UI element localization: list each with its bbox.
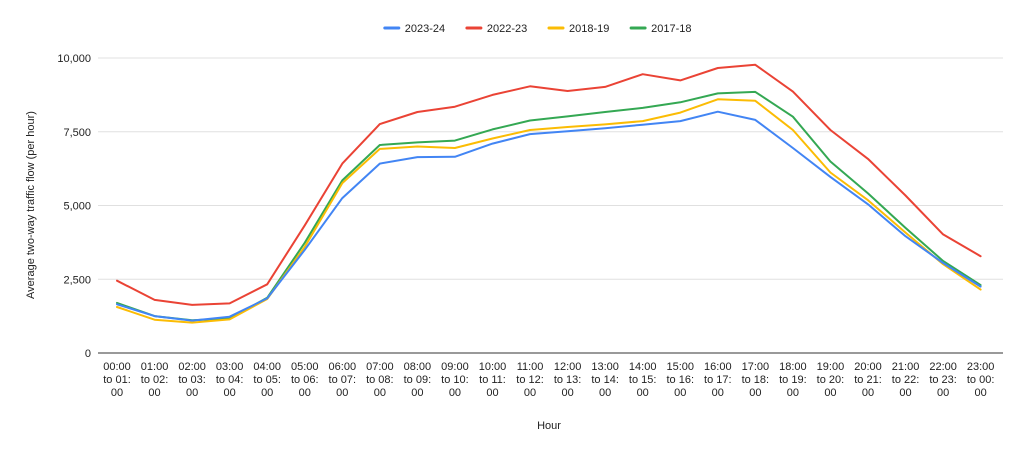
y-axis-title: Average two-way traffic flow (per hour) [25, 111, 37, 299]
x-tick-label: 17:00 to 18: 00 [742, 361, 770, 399]
series-line-2023-24 [116, 110, 982, 322]
x-tick-label: 08:00 to 09: 00 [404, 361, 432, 399]
x-tick-label: 20:00 to 21: 00 [854, 361, 882, 399]
y-tick-label: 0 [85, 348, 91, 360]
legend: 2023-24 2022-23 2018-19 2017-18 [383, 23, 691, 35]
x-tick-label: 02:00 to 03: 00 [178, 361, 206, 399]
y-tick-label: 10,000 [57, 53, 91, 65]
legend-label: 2022-23 [487, 23, 527, 35]
x-axis-title: Hour [537, 420, 561, 432]
series-line-2017-18 [116, 90, 982, 322]
legend-label: 2023-24 [405, 23, 445, 35]
x-tick-label: 18:00 to 19: 00 [779, 361, 807, 399]
x-tick-label: 15:00 to 16: 00 [666, 361, 694, 399]
x-tick-label: 13:00 to 14: 00 [591, 361, 619, 399]
x-tick-label: 07:00 to 08: 00 [366, 361, 394, 399]
y-tick-label: 2,500 [63, 274, 91, 286]
x-tick-label: 04:00 to 05: 00 [253, 361, 281, 399]
x-tick-label: 16:00 to 17: 00 [704, 361, 732, 399]
x-tick-label: 23:00 to 00: 00 [967, 361, 995, 399]
legend-item: 2017-18 [629, 23, 691, 35]
x-tick-label: 05:00 to 06: 00 [291, 361, 319, 399]
x-tick-label: 19:00 to 20: 00 [817, 361, 845, 399]
x-tick-label: 03:00 to 04: 00 [216, 361, 244, 399]
x-tick-label: 21:00 to 22: 00 [892, 361, 920, 399]
series-line-2022-23 [116, 63, 982, 306]
x-tick-label: 22:00 to 23: 00 [929, 361, 957, 399]
series-lines [116, 63, 982, 324]
legend-item: 2022-23 [465, 23, 527, 35]
legend-label: 2017-18 [651, 23, 691, 35]
x-axis-ticks: 00:00 to 01: 00 01:00 to 02: 00 02:00 to 03: 00 0… [103, 361, 994, 399]
x-tick-label: 06:00 to 07: 00 [329, 361, 357, 399]
y-tick-label: 7,500 [63, 127, 91, 139]
x-tick-label: 10:00 to 11: 00 [479, 361, 507, 399]
x-tick-label: 14:00 to 15: 00 [629, 361, 657, 399]
legend-label: 2018-19 [569, 23, 609, 35]
x-tick-label: 11:00 to 12: 00 [516, 361, 544, 399]
x-tick-label: 09:00 to 10: 00 [441, 361, 469, 399]
legend-item: 2023-24 [383, 23, 445, 35]
x-tick-label: 12:00 to 13: 00 [554, 361, 582, 399]
y-axis-ticks: 0 2,500 5,000 7,500 10,000 [57, 53, 91, 360]
y-tick-label: 5,000 [63, 201, 91, 213]
legend-item: 2018-19 [547, 23, 609, 35]
x-tick-label: 01:00 to 02: 00 [141, 361, 169, 399]
x-tick-label: 00:00 to 01: 00 [103, 361, 131, 399]
gridlines [98, 57, 1003, 354]
